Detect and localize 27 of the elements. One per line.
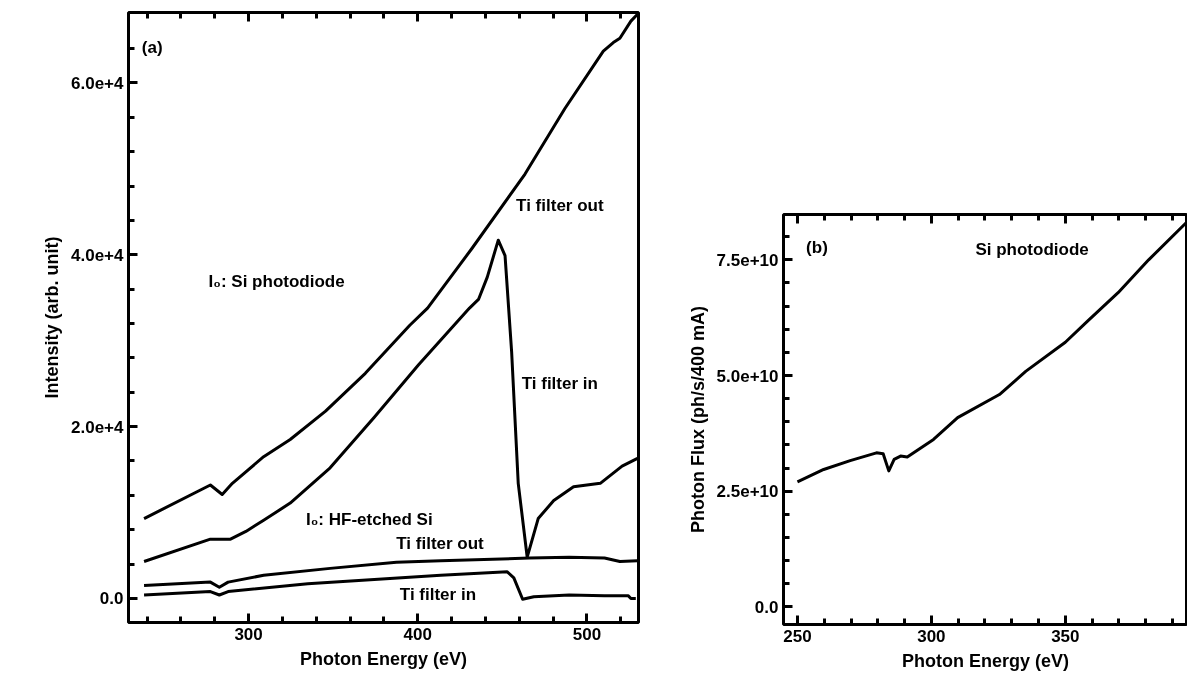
y-tick-label: 2.0e+4 bbox=[71, 417, 125, 437]
y-tick-label: 0.0 bbox=[99, 589, 124, 609]
y-tick-label: 0.0 bbox=[754, 597, 779, 617]
y-tick-label: 4.0e+4 bbox=[71, 245, 125, 265]
y-tick-label: 5.0e+10 bbox=[716, 366, 779, 386]
x-tick-label: 300 bbox=[234, 624, 263, 644]
annotation: Ti filter in bbox=[521, 373, 598, 393]
y-tick-label: 6.0e+4 bbox=[71, 73, 125, 93]
y-axis-title: Photon Flux (ph/s/400 mA) bbox=[687, 305, 708, 534]
annotation: Si photodiode bbox=[975, 240, 1089, 260]
x-tick-label: 500 bbox=[572, 624, 602, 644]
y-tick-label: 2.5e+10 bbox=[716, 482, 779, 502]
annotation: Ti filter in bbox=[399, 584, 477, 604]
x-tick-label: 300 bbox=[917, 626, 946, 646]
x-tick-label: 400 bbox=[403, 624, 432, 644]
annotation: (b) bbox=[806, 237, 828, 257]
annotation: I₀: HF-etched Si bbox=[305, 509, 433, 529]
x-tick-label: 350 bbox=[1051, 626, 1080, 646]
x-axis-title: Photon Energy (eV) bbox=[902, 650, 1070, 671]
y-axis-title: Intensity (arb. unit) bbox=[42, 236, 63, 399]
annotation: I₀: Si photodiode bbox=[208, 272, 345, 292]
x-axis-title: Photon Energy (eV) bbox=[300, 648, 468, 669]
annotation: (a) bbox=[141, 38, 163, 58]
annotation: Ti filter out bbox=[396, 533, 485, 553]
y-tick-label: 7.5e+10 bbox=[716, 250, 779, 270]
annotation: Ti filter out bbox=[516, 195, 604, 215]
x-tick-label: 250 bbox=[783, 626, 812, 646]
